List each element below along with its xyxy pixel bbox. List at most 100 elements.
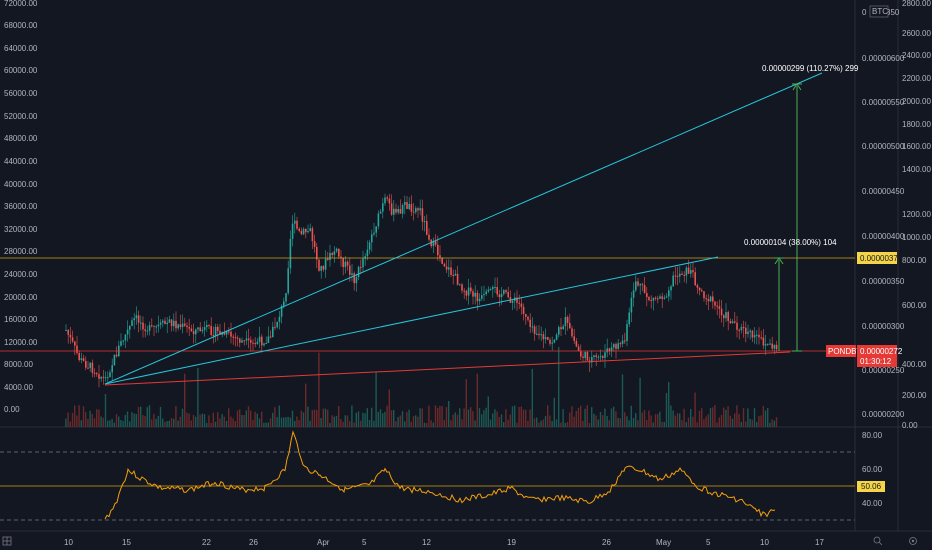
- volume-bar: [549, 415, 551, 427]
- candle-body: [520, 303, 523, 307]
- candle-body: [742, 327, 745, 329]
- volume-bar: [327, 409, 329, 427]
- volume-bar: [322, 408, 324, 427]
- volume-bar: [74, 405, 76, 427]
- volume-bar: [164, 421, 166, 427]
- candle-body: [751, 330, 754, 338]
- volume-bar: [566, 421, 569, 427]
- candle-body: [89, 362, 91, 368]
- volume-bar: [575, 410, 577, 427]
- volume-bar: [234, 421, 236, 427]
- measure-tool-long[interactable]: 0.00000299 (110.27%) 299: [762, 64, 859, 352]
- volume-bar: [518, 407, 520, 427]
- candle-body: [507, 291, 509, 298]
- volume-bar: [496, 411, 498, 427]
- volume-bar: [333, 416, 335, 427]
- candle-body: [555, 334, 558, 340]
- candle-body: [564, 317, 567, 327]
- volume-bar: [210, 422, 212, 427]
- volume-bar: [769, 422, 771, 427]
- time-axis[interactable]: 10 15 22 26 Apr 5 12 19 26 May 5 10 17: [64, 538, 824, 547]
- candle-body: [129, 325, 131, 330]
- volume-bar: [151, 419, 153, 427]
- candle-body: [448, 267, 450, 270]
- candle-body: [192, 331, 195, 335]
- volume-bar: [432, 422, 434, 427]
- volume-bar: [661, 421, 663, 427]
- candle-body: [635, 281, 637, 291]
- candle-body: [82, 358, 85, 361]
- volume-bar: [243, 415, 245, 427]
- volume-bar: [582, 420, 584, 427]
- settings-icon[interactable]: [909, 537, 917, 545]
- grid-icon[interactable]: [2, 536, 12, 546]
- candle-body: [758, 334, 760, 338]
- volume-bar: [560, 422, 562, 427]
- volume-bar: [384, 411, 386, 427]
- volume-bar: [577, 407, 580, 427]
- volume-bar: [749, 418, 751, 427]
- volume-bar: [153, 413, 155, 427]
- volume-bar: [654, 414, 657, 427]
- candle-body: [190, 328, 193, 332]
- rsi-axis-label: 60.00: [862, 465, 883, 474]
- price-axis[interactable]: 0.00000600 0.00000550 0.00000500 0.00000450…: [862, 8, 905, 419]
- candle-body: [632, 290, 635, 298]
- volume-bar: [254, 411, 256, 427]
- volume-bar: [184, 373, 186, 427]
- candle-body: [716, 305, 718, 307]
- candle-body: [362, 258, 364, 268]
- price-axis-label: 0.00000500: [862, 142, 905, 151]
- volume-bar: [443, 419, 445, 427]
- measure-tool-short[interactable]: 0.00000104 (38.00%) 104: [744, 238, 837, 351]
- candle-body: [175, 320, 177, 329]
- candle-body: [335, 248, 338, 252]
- volume-bar: [65, 418, 67, 427]
- candle-body: [120, 341, 122, 346]
- volume-bar: [80, 420, 82, 427]
- candle-body: [298, 228, 300, 231]
- volume-bar: [540, 420, 542, 427]
- candle-body: [397, 209, 399, 213]
- candle-body: [168, 319, 171, 323]
- volume-bar: [225, 420, 228, 427]
- volume-bar: [148, 405, 151, 427]
- volume-bar: [498, 417, 500, 427]
- volume-bar: [98, 409, 100, 427]
- search-icon[interactable]: [873, 536, 883, 546]
- support-trendline[interactable]: [104, 351, 791, 386]
- volume-bar: [731, 418, 734, 427]
- rsi-line: [104, 430, 776, 520]
- candle-body: [324, 258, 327, 270]
- upper-trendline[interactable]: [104, 72, 823, 385]
- volume-bar: [371, 407, 373, 427]
- candle-body: [287, 268, 289, 294]
- volume-bar: [668, 382, 670, 427]
- middle-trendline[interactable]: [104, 256, 719, 385]
- left-axis-label: 52000.00: [4, 112, 38, 121]
- volume-bar: [175, 405, 177, 427]
- volume-bar: [232, 418, 234, 427]
- candle-body: [687, 267, 690, 274]
- candle-body: [276, 321, 278, 328]
- volume-bar: [287, 416, 289, 427]
- candle-body: [516, 297, 518, 303]
- volume-bar: [767, 408, 769, 427]
- volume-bar: [252, 419, 254, 427]
- right-axis-label: 2400.00: [902, 51, 931, 60]
- candle-body: [406, 202, 408, 209]
- volume-bar: [773, 420, 775, 427]
- volume-bar: [751, 419, 753, 427]
- volume-bar: [415, 415, 417, 427]
- volume-bar: [124, 414, 126, 427]
- volume-bar: [82, 406, 85, 427]
- volume-bar: [126, 411, 129, 427]
- candle-body: [188, 327, 190, 329]
- candle-body: [278, 316, 281, 322]
- candle-body: [529, 319, 531, 327]
- candle-body: [731, 321, 734, 324]
- candle-body: [384, 197, 386, 204]
- volume-bar: [522, 409, 525, 427]
- volume-bar: [505, 409, 507, 427]
